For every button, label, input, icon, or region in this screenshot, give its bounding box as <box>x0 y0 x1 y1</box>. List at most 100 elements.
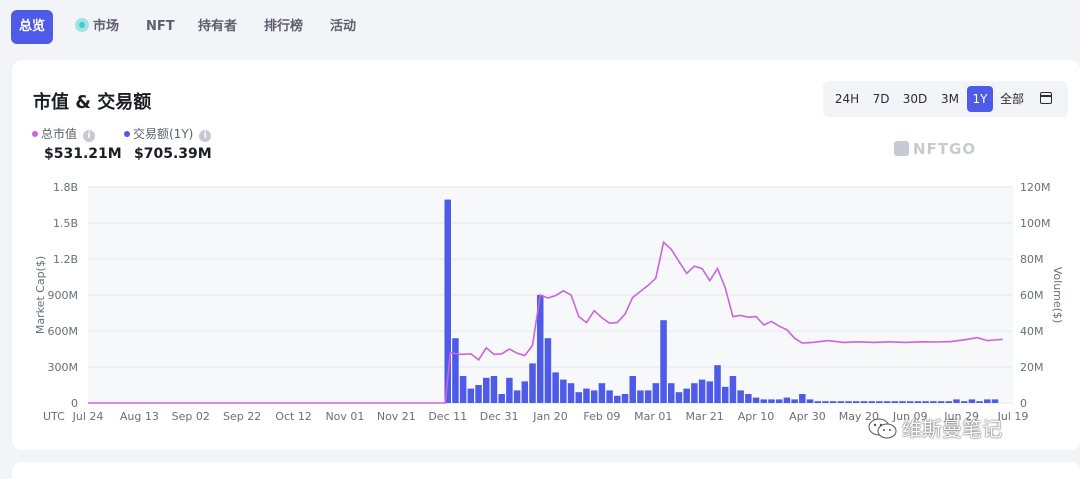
y-right-tick-label: 0 <box>1020 397 1027 410</box>
volume-bar <box>668 383 675 403</box>
volume-bar <box>760 399 768 403</box>
volume-bar <box>745 394 752 403</box>
volume-bar <box>490 376 498 403</box>
tab-rankings[interactable]: 排行榜 <box>264 19 304 34</box>
x-tick-label: Jun 29 <box>943 410 979 423</box>
x-tick-label: Apr 10 <box>738 410 775 423</box>
x-tick-label: Nov 01 <box>325 410 364 423</box>
tab-overview[interactable]: 总览 <box>11 10 54 44</box>
volume-bar <box>845 401 852 403</box>
next-card <box>12 462 1080 479</box>
volume-bar <box>968 399 976 403</box>
info-icon[interactable]: i <box>83 130 96 142</box>
volume-bar <box>829 401 837 403</box>
y-left-tick-label: 1.8B <box>53 181 78 194</box>
x-tick-label: Aug 13 <box>120 410 159 423</box>
range-1y[interactable]: 1Y <box>967 86 993 112</box>
calendar-icon[interactable] <box>1040 92 1052 104</box>
volume-bar <box>475 385 482 403</box>
volume-bar <box>822 401 829 403</box>
legend-dot-volume <box>124 131 130 137</box>
volume-bar <box>883 401 891 403</box>
range-7d[interactable]: 7D <box>872 92 890 106</box>
y-left-tick-label: 1.2B <box>53 253 78 266</box>
x-axis-timezone-label: UTC <box>43 410 65 423</box>
x-tick-label: Jan 20 <box>532 410 567 423</box>
volume-bar <box>483 377 490 403</box>
watermark-text: NFTGO <box>913 140 977 158</box>
volume-bar <box>452 338 459 403</box>
y-right-tick-label: 80M <box>1020 253 1044 266</box>
x-tick-label: Mar 01 <box>634 410 672 423</box>
y-right-tick-label: 40M <box>1020 325 1044 338</box>
volume-bar <box>937 401 945 403</box>
x-tick-label: Nov 21 <box>377 410 416 423</box>
volume-bar <box>814 401 821 403</box>
volume-bar <box>621 394 629 403</box>
volume-bar <box>729 376 737 403</box>
x-tick-label: Oct 12 <box>275 410 312 423</box>
volume-bar <box>575 392 583 403</box>
wechat-account-name: 维斯曼笔记 <box>902 417 1002 441</box>
volume-bar <box>930 401 937 403</box>
top-tab-bar: 总览 市场 NFT 持有者 排行榜 活动 <box>0 0 1080 56</box>
volume-bar <box>945 401 953 403</box>
y-right-tick-label: 20M <box>1020 361 1044 374</box>
legend-market-cap[interactable]: 总市值 i <box>32 125 96 142</box>
volume-bar <box>498 394 505 403</box>
volume-bar <box>683 388 690 403</box>
x-tick-label: Feb 09 <box>583 410 620 423</box>
volume-bar <box>953 399 960 403</box>
range-30d[interactable]: 30D <box>902 92 928 106</box>
wechat-icon <box>868 418 897 439</box>
volume-bar <box>768 399 775 403</box>
volume-bar <box>706 381 714 403</box>
volume-bar <box>721 386 729 403</box>
volume-bar <box>991 399 999 403</box>
legend-market-cap-label: 总市值 <box>41 127 78 141</box>
card-title: 市值 & 交易额 <box>33 92 152 113</box>
market-coin-icon <box>75 18 89 32</box>
volume-bar <box>775 399 783 403</box>
x-tick-label: Sep 22 <box>223 410 261 423</box>
x-tick-label: May 20 <box>839 410 879 423</box>
y-left-tick-label: 900M <box>48 289 79 302</box>
volume-bar <box>536 295 544 403</box>
volume-bar <box>868 401 875 403</box>
y-right-axis-title: Volume($) <box>1051 267 1064 324</box>
wechat-watermark: 维斯曼笔记 <box>868 413 1002 442</box>
x-tick-label: Dec 31 <box>480 410 519 423</box>
x-tick-label: Dec 11 <box>428 410 467 423</box>
range-24h[interactable]: 24H <box>834 92 860 106</box>
range-3m[interactable]: 3M <box>941 92 959 106</box>
volume-bar <box>660 320 667 403</box>
volume-value: $705.39M <box>134 146 212 162</box>
tab-market[interactable]: 市场 <box>75 10 119 44</box>
volume-bar <box>583 388 590 403</box>
volume-bar <box>876 401 883 403</box>
volume-bar <box>544 338 552 403</box>
range-all[interactable]: 全部 <box>999 92 1024 106</box>
time-range-selector: 24H 7D 30D 3M 1Y 全部 <box>823 81 1068 117</box>
volume-bar <box>529 363 536 403</box>
volume-bar <box>853 401 860 403</box>
y-left-tick-label: 600M <box>48 325 79 338</box>
x-tick-label: Jul 19 <box>997 410 1029 423</box>
x-tick-label: Sep 02 <box>172 410 210 423</box>
volume-bar <box>644 390 652 403</box>
info-icon[interactable]: i <box>199 130 212 142</box>
volume-bar <box>459 376 467 403</box>
volume-bar <box>914 401 922 403</box>
tab-nft[interactable]: NFT <box>146 19 175 34</box>
volume-bar <box>806 399 814 403</box>
volume-bar <box>606 390 613 403</box>
volume-bar <box>891 401 899 403</box>
volume-bar <box>984 399 991 403</box>
y-right-tick-label: 100M <box>1020 217 1051 230</box>
volume-bar <box>791 399 798 403</box>
tab-activity[interactable]: 活动 <box>330 19 357 34</box>
tab-holders[interactable]: 持有者 <box>198 19 238 34</box>
market-cap-line <box>88 240 1003 404</box>
legend-volume[interactable]: 交易额(1Y) i <box>124 125 212 142</box>
